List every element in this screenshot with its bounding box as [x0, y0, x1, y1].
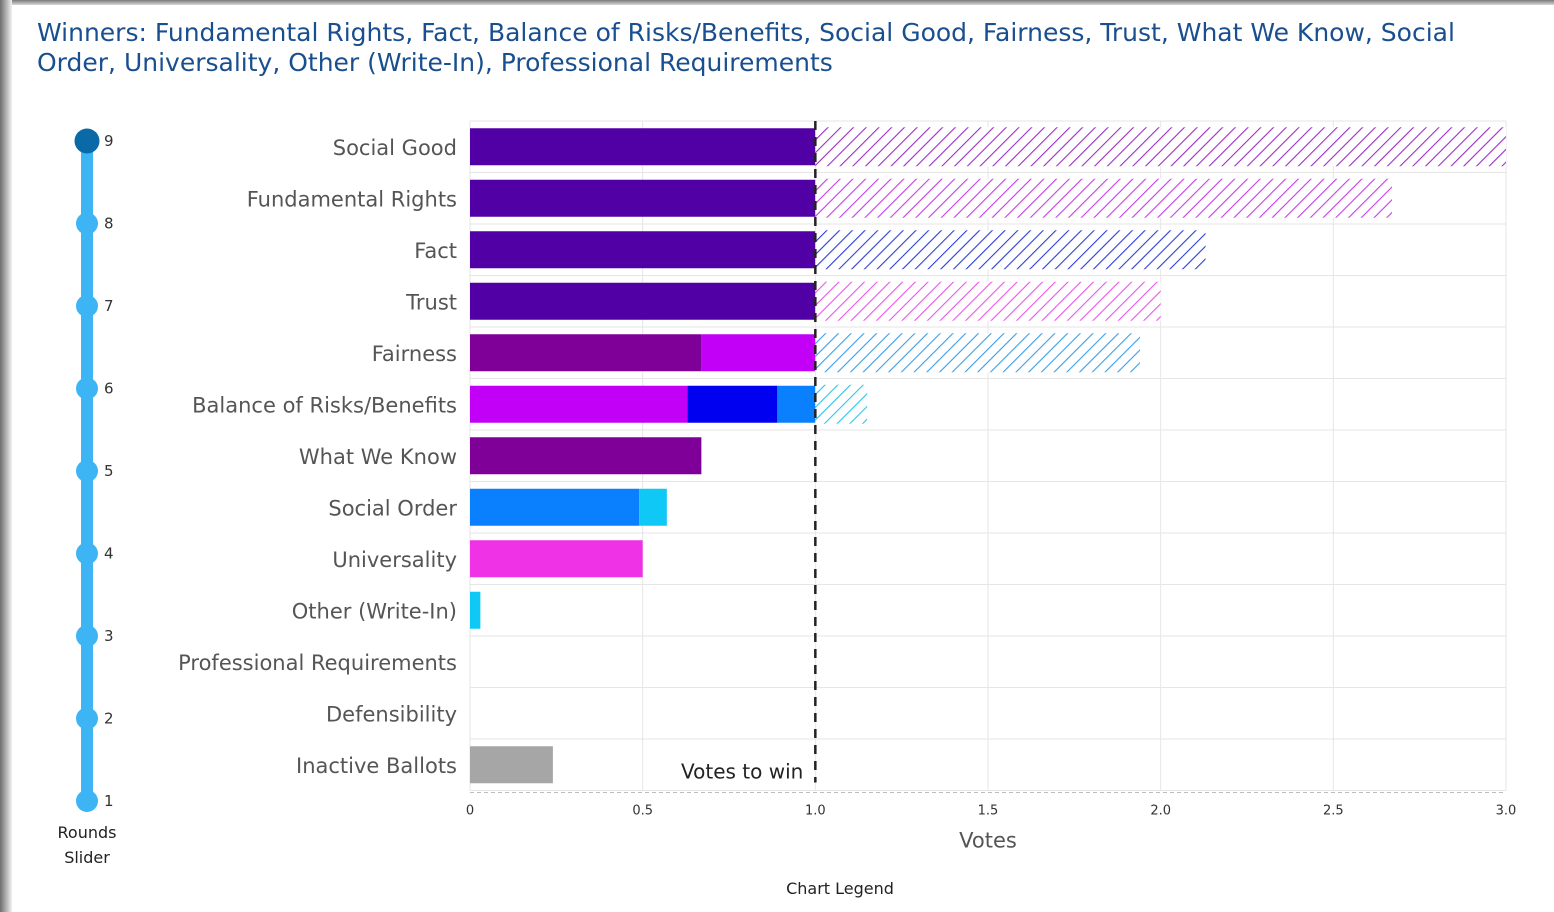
- category-label: Fact: [414, 239, 457, 263]
- rounds-slider-stop-label: 3: [104, 627, 114, 645]
- bar-segment: [470, 385, 688, 423]
- x-tick-label: 3.0: [1496, 804, 1517, 819]
- bar-segment: [687, 385, 778, 423]
- category-label: Fundamental Rights: [247, 187, 457, 211]
- category-label: Trust: [405, 290, 457, 314]
- category-label: Professional Requirements: [178, 651, 457, 675]
- rounds-slider-stop-label: 1: [104, 792, 114, 810]
- category-label: Defensibility: [326, 702, 457, 726]
- category-label: Social Good: [333, 136, 457, 160]
- x-tick-label: 0: [466, 804, 474, 819]
- bar-segment: [470, 231, 816, 269]
- category-label: Fairness: [372, 342, 457, 366]
- bar-segment: [470, 128, 816, 166]
- rounds-slider-stop[interactable]: [76, 212, 98, 235]
- rounds-slider-stop-label: 7: [104, 297, 114, 315]
- rounds-slider-stop-label: 5: [104, 462, 114, 480]
- category-label: What We Know: [299, 445, 457, 469]
- rounds-slider-stop[interactable]: [76, 295, 98, 317]
- rounds-slider-handle[interactable]: [74, 128, 100, 154]
- category-label: Universality: [332, 548, 457, 572]
- chart-legend-caption[interactable]: Chart Legend: [786, 879, 894, 898]
- rounds-slider-label-line2: Slider: [64, 848, 110, 867]
- x-tick-label: 1.0: [805, 804, 826, 819]
- rounds-slider-stop-label: 2: [104, 710, 114, 728]
- threshold: Votes to win: [681, 121, 817, 784]
- rounds-slider[interactable]: 1 2 3 4 5 6 7 8 9: [74, 128, 114, 813]
- rounds-slider-stop-label: 8: [104, 215, 114, 233]
- bar-segment: [470, 540, 643, 578]
- bar-segment: [701, 334, 816, 372]
- category-label: Other (Write-In): [292, 599, 457, 623]
- window-left-edge: [0, 0, 12, 912]
- bar-segment: [777, 385, 816, 423]
- bar-surplus-hatched: [815, 333, 1140, 373]
- bar-surplus-hatched: [815, 384, 868, 424]
- votes-to-win-label: Votes to win: [681, 760, 803, 784]
- bar-segment: [470, 437, 702, 475]
- rounds-slider-stop[interactable]: [76, 377, 98, 400]
- bar-segment: [639, 488, 667, 526]
- x-tick-label: 2.0: [1150, 804, 1171, 819]
- category-label: Balance of Risks/Benefits: [192, 393, 457, 417]
- bar-surplus-hatched: [815, 127, 1506, 167]
- bar-segment: [470, 179, 816, 217]
- x-tick-label: 0.5: [632, 804, 653, 819]
- rounds-slider-stop[interactable]: [76, 790, 98, 812]
- rounds-slider-label-line1: Rounds: [57, 823, 117, 842]
- category-label: Social Order: [328, 496, 457, 520]
- rounds-slider-label: Rounds Slider: [42, 820, 132, 870]
- category-label: Inactive Ballots: [296, 754, 457, 778]
- x-tick-label: 1.5: [978, 804, 999, 819]
- x-tick-label: 2.5: [1323, 804, 1344, 819]
- bars: [470, 127, 1506, 784]
- bar-segment: [470, 488, 640, 526]
- rounds-slider-stop-label: 6: [104, 380, 114, 398]
- bar-segment: [470, 334, 702, 372]
- bar-surplus-hatched: [815, 230, 1206, 270]
- window-top-edge: [0, 0, 1554, 5]
- chart-title: Winners: Fundamental Rights, Fact, Balan…: [37, 18, 1455, 77]
- rounds-slider-stop[interactable]: [76, 542, 98, 565]
- bar-surplus-hatched: [815, 281, 1161, 321]
- category-labels: Social Good Fundamental Rights Fact Trust Fa…: [178, 136, 457, 778]
- bar-surplus-hatched: [815, 178, 1393, 218]
- x-axis: 0 0.5 1.0 1.5 2.0 2.5 3.0 Votes: [466, 792, 1517, 853]
- rounds-slider-stop[interactable]: [76, 707, 98, 730]
- bar-segment: [470, 591, 481, 629]
- bar-segment: [470, 282, 816, 320]
- bar-segment: [470, 746, 553, 784]
- rounds-slider-stop[interactable]: [76, 460, 98, 482]
- x-axis-title: Votes: [959, 829, 1017, 853]
- rounds-slider-stop-label: 4: [104, 545, 114, 563]
- rounds-slider-stop-label: 9: [104, 132, 114, 150]
- rounds-slider-stop[interactable]: [76, 625, 98, 647]
